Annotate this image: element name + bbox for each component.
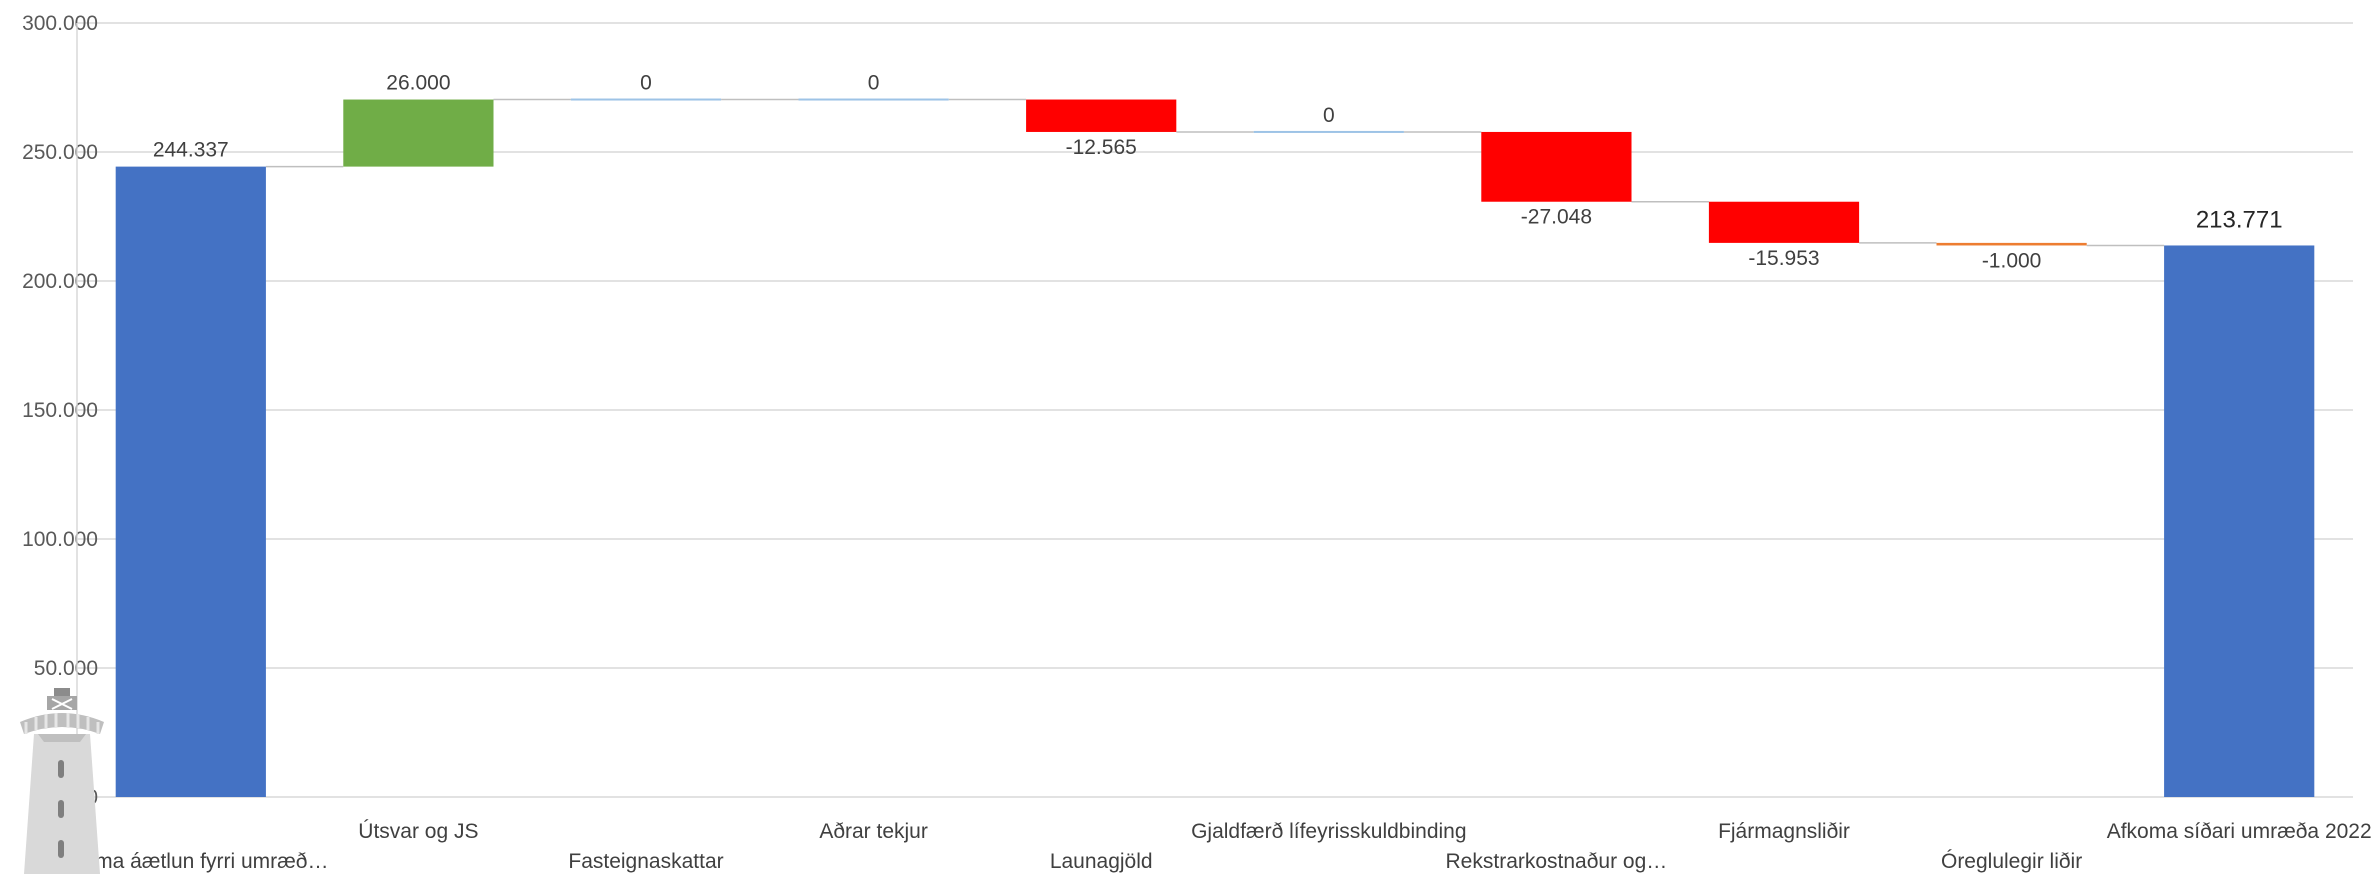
category-label: Afkoma áætlun fyrri umræð… — [53, 850, 328, 873]
category-label: Launagjöld — [1050, 850, 1153, 873]
bar-8 — [1936, 242, 2087, 246]
category-label: Aðrar tekjur — [819, 820, 928, 843]
y-tick-label: 150.000 — [22, 399, 98, 422]
data-label: 0 — [640, 72, 652, 95]
category-label: Útsvar og JS — [358, 820, 478, 843]
y-tick-label: 100.000 — [22, 528, 98, 551]
connector-lines — [265, 98, 2165, 247]
y-axis: 050.000100.000150.000200.000250.000300.0… — [22, 12, 98, 809]
data-label: 0 — [868, 72, 880, 95]
data-label: -12.565 — [1066, 136, 1137, 159]
bar-9 — [2164, 245, 2315, 797]
y-tick-label: 50.000 — [34, 657, 98, 680]
category-label: Gjaldfærð lífeyrisskuldbinding — [1191, 820, 1466, 843]
data-label: 244.337 — [153, 139, 229, 162]
bar-7 — [1708, 201, 1860, 243]
category-label: Óreglulegir liðir — [1941, 850, 2082, 873]
y-tick-label: 250.000 — [22, 141, 98, 164]
bar-6 — [1481, 131, 1632, 202]
data-label: 213.771 — [2196, 206, 2283, 233]
y-tick-label: 200.000 — [22, 270, 98, 293]
data-label: 0 — [1323, 104, 1335, 127]
bar-5 — [1253, 130, 1404, 133]
data-label: -27.048 — [1521, 206, 1592, 229]
bar-4 — [1026, 99, 1177, 132]
category-label: Afkoma síðari umræða 2022 — [2107, 820, 2372, 843]
category-label: Rekstrarkostnaður og… — [1446, 850, 1668, 873]
data-label: 26.000 — [386, 72, 450, 95]
category-label: Fasteignaskattar — [568, 850, 723, 873]
data-labels: 244.337 26.000 0 0 -12.565 0 -27.048 -15.953 -1.… — [153, 72, 2283, 273]
category-label: Fjármagnsliðir — [1718, 820, 1850, 843]
data-label: -1.000 — [1982, 249, 2042, 272]
data-label: -15.953 — [1748, 247, 1819, 270]
y-tick-label: 300.000 — [22, 12, 98, 35]
x-axis: Afkoma áætlun fyrri umræð… Útsvar og JS Fa… — [53, 820, 2372, 873]
bar-3 — [798, 98, 949, 101]
lighthouse-icon — [20, 688, 104, 874]
bar-0 — [115, 166, 266, 797]
bars — [115, 98, 2315, 797]
bar-2 — [570, 98, 722, 101]
bar-1 — [343, 99, 494, 167]
